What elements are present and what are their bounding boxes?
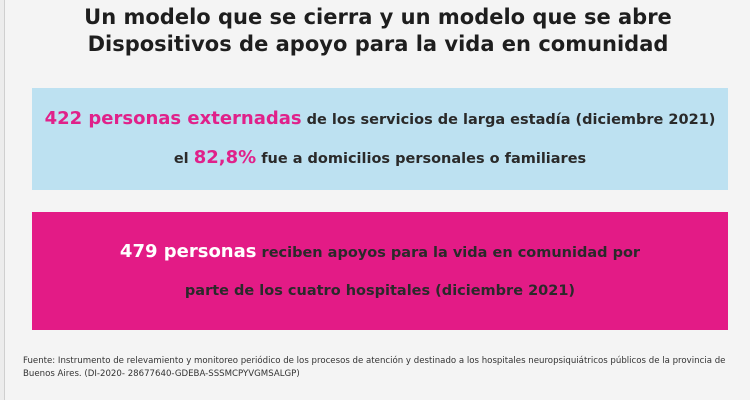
source-note: Fuente: Instrumento de relevamiento y mo… [23, 356, 726, 379]
highlight: 82,8% [193, 147, 257, 168]
highlight: 422 personas externadas [44, 108, 302, 129]
title-line: Un modelo que se cierra y un modelo que … [84, 5, 672, 29]
text: fue a domicilios personales o familiares [256, 151, 587, 167]
info-box: 479 personas reciben apoyos para la vida… [32, 212, 728, 330]
highlight: 479 personas [119, 240, 257, 262]
info-box: 422 personas externadas de los servicios… [32, 88, 728, 190]
text: reciben apoyos para la vida en comunidad… [184, 244, 641, 299]
title-line: Dispositivos de apoyo para la vida en co… [87, 32, 669, 56]
slide: Un modelo que se cierra y un modelo que … [4, 0, 750, 400]
box-line: 479 personas reciben apoyos para la vida… [110, 233, 650, 310]
box-line: 422 personas externadas de los servicios… [45, 100, 716, 139]
box-line: el 82,8% fue a domicilios personales o f… [174, 139, 586, 178]
text: el [173, 151, 194, 167]
text: de los servicios de larga estadía (dicie… [301, 112, 716, 128]
